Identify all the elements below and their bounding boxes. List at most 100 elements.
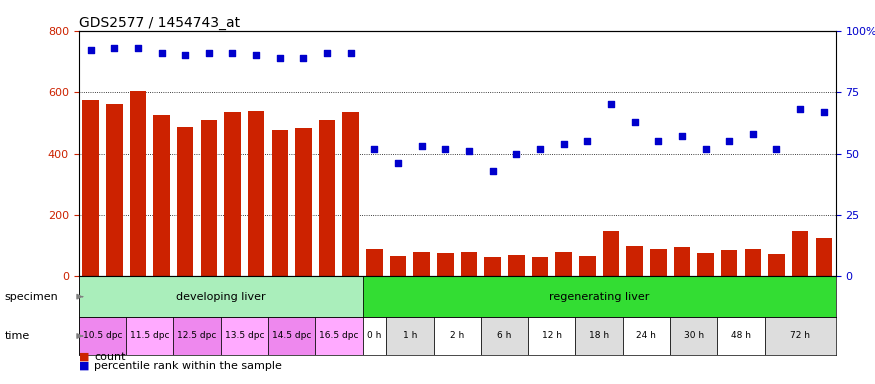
Bar (718, 317, 765, 355)
Text: count: count (94, 352, 126, 362)
Bar (362, 317, 386, 355)
Text: 6 h: 6 h (497, 331, 512, 341)
Point (438, 146, 452, 152)
Text: ■: ■ (79, 361, 89, 371)
Point (368, 146, 382, 152)
Bar (315, 317, 362, 355)
Point (155, 50, 169, 56)
Bar (79, 317, 126, 355)
Point (84, 47, 98, 53)
Point (698, 146, 712, 152)
Bar (177, 127, 193, 276)
Text: 2 h: 2 h (450, 331, 465, 341)
Text: 1 h: 1 h (402, 331, 417, 341)
Bar (650, 250, 667, 276)
Point (202, 50, 216, 56)
Text: 11.5 dpc: 11.5 dpc (130, 331, 170, 341)
Bar (623, 317, 670, 355)
Bar (603, 231, 620, 276)
Point (816, 109, 830, 115)
Bar (413, 252, 430, 276)
Text: specimen: specimen (4, 291, 58, 302)
Point (604, 101, 618, 108)
Point (509, 151, 523, 157)
Bar (248, 111, 264, 276)
Bar (342, 112, 359, 276)
Text: percentile rank within the sample: percentile rank within the sample (94, 361, 283, 371)
Text: 16.5 dpc: 16.5 dpc (319, 331, 359, 341)
Bar (153, 115, 170, 276)
Point (178, 52, 192, 58)
Point (131, 45, 145, 51)
Text: developing liver: developing liver (176, 291, 265, 302)
Text: 48 h: 48 h (731, 331, 751, 341)
Text: 13.5 dpc: 13.5 dpc (225, 331, 264, 341)
Text: 24 h: 24 h (636, 331, 656, 341)
Text: time: time (4, 331, 30, 341)
Text: 12 h: 12 h (542, 331, 562, 341)
Bar (106, 104, 123, 276)
Point (486, 168, 500, 174)
Bar (485, 257, 501, 276)
Point (746, 131, 760, 137)
Bar (626, 246, 643, 276)
Bar (79, 276, 362, 317)
Point (344, 50, 358, 56)
Bar (268, 317, 315, 355)
Bar (295, 128, 311, 276)
Point (722, 138, 736, 144)
Bar (765, 317, 836, 355)
Text: 14.5 dpc: 14.5 dpc (272, 331, 312, 341)
Bar (386, 317, 433, 355)
Point (273, 55, 287, 61)
Bar (82, 100, 99, 276)
Bar (508, 255, 525, 276)
Bar (792, 231, 808, 276)
Text: regenerating liver: regenerating liver (549, 291, 649, 302)
Point (793, 106, 807, 113)
Bar (362, 276, 836, 317)
Bar (697, 253, 714, 276)
Bar (481, 317, 528, 355)
Point (651, 138, 665, 144)
Bar (532, 257, 549, 276)
Point (462, 148, 476, 154)
Bar (768, 254, 785, 276)
Point (320, 50, 334, 56)
Bar (670, 317, 718, 355)
Bar (271, 130, 288, 276)
Bar (461, 252, 477, 276)
Point (297, 55, 311, 61)
Bar (721, 250, 738, 276)
Bar (366, 249, 382, 276)
Text: GDS2577 / 1454743_at: GDS2577 / 1454743_at (79, 16, 240, 30)
Bar (674, 247, 690, 276)
Bar (579, 256, 596, 276)
Bar (556, 252, 572, 276)
Bar (438, 253, 453, 276)
Text: 18 h: 18 h (589, 331, 609, 341)
Bar (126, 317, 173, 355)
Point (391, 161, 405, 167)
Text: 72 h: 72 h (790, 331, 810, 341)
Bar (389, 256, 406, 276)
Text: 30 h: 30 h (683, 331, 704, 341)
Point (533, 146, 547, 152)
Text: 10.5 dpc: 10.5 dpc (82, 331, 123, 341)
Point (580, 138, 594, 144)
Bar (745, 250, 761, 276)
Bar (318, 121, 335, 276)
Text: ■: ■ (79, 352, 89, 362)
Point (249, 52, 263, 58)
Bar (816, 238, 832, 276)
Bar (528, 317, 576, 355)
Bar (433, 317, 481, 355)
Bar (224, 112, 241, 276)
Point (226, 50, 240, 56)
Bar (220, 317, 268, 355)
Bar (130, 91, 146, 276)
Point (627, 119, 641, 125)
Bar (576, 317, 623, 355)
Bar (200, 120, 217, 276)
Text: 0 h: 0 h (368, 331, 382, 341)
